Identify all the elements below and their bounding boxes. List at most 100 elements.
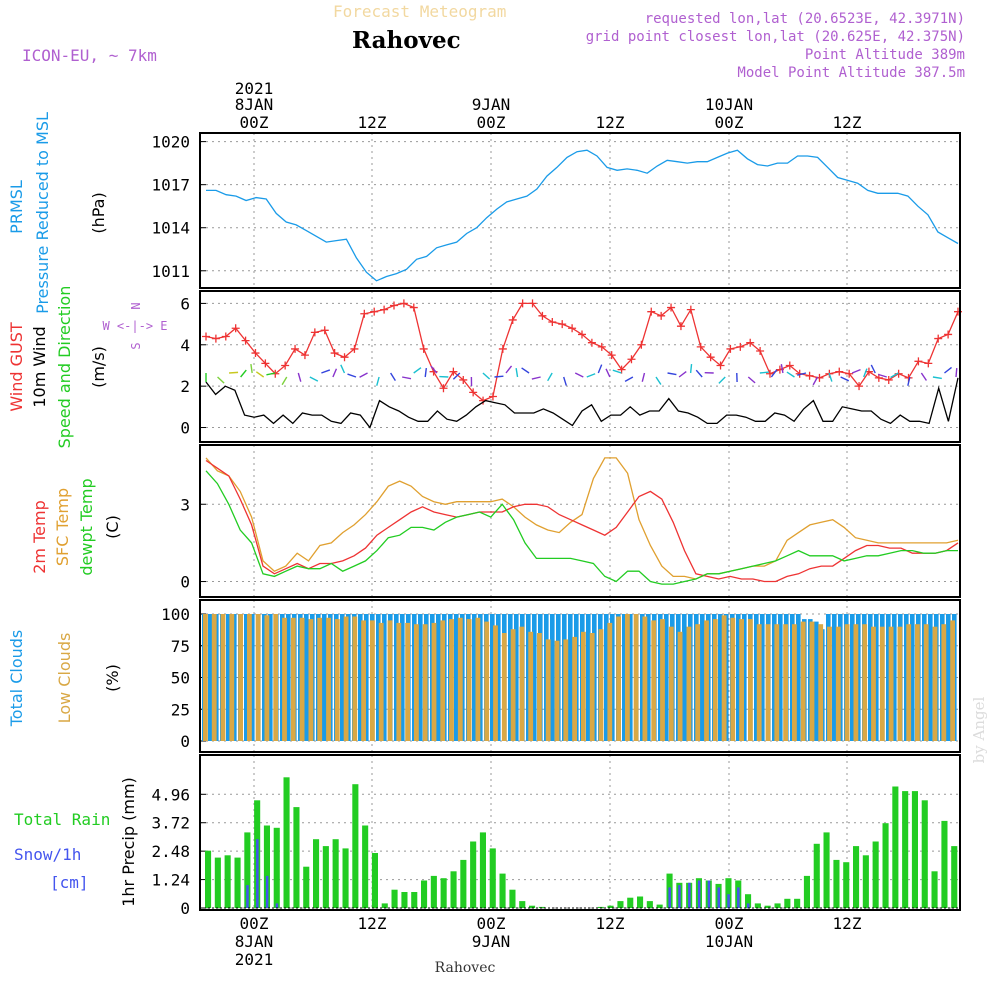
rain-bar xyxy=(646,901,653,908)
rain-bar xyxy=(234,857,241,908)
total-cloud-bar xyxy=(682,614,687,741)
gust-point xyxy=(706,353,715,362)
wind-dir-arrow xyxy=(547,372,553,382)
total-cloud-bar xyxy=(418,614,423,741)
gust-point xyxy=(350,344,359,353)
gust-point xyxy=(914,357,923,366)
gust-point xyxy=(310,328,319,337)
gust-point xyxy=(746,338,755,347)
rain-bar xyxy=(813,843,820,908)
snow-bar xyxy=(707,880,711,908)
rain-bar xyxy=(470,841,477,908)
wind-dir-arrow xyxy=(812,376,819,386)
rain-bar xyxy=(931,871,938,908)
gust-point xyxy=(578,330,586,339)
rain-bar xyxy=(489,848,496,908)
total-cloud-bar xyxy=(394,614,399,741)
gust-point xyxy=(884,375,893,384)
rain-bar xyxy=(617,901,624,908)
rain-bar xyxy=(725,878,732,908)
low-cloud-bar xyxy=(686,626,692,741)
gust-point xyxy=(686,305,695,314)
gust-point xyxy=(399,299,408,308)
compass-north: N xyxy=(129,302,143,309)
gust-point xyxy=(340,353,349,362)
low-cloud-bar xyxy=(554,640,560,741)
rain-bar xyxy=(853,846,860,908)
snow-bar xyxy=(747,903,750,908)
grid-point-coords: grid point closest lon,lat (20.625E, 42.… xyxy=(586,29,965,45)
total-cloud-bar xyxy=(772,614,777,741)
low-cloud-bar xyxy=(642,616,648,741)
low-cloud-bar xyxy=(238,614,243,741)
wind-dir-arrow xyxy=(376,376,380,386)
gust-point xyxy=(835,367,844,376)
bottom-date-9jan: 9JAN xyxy=(472,932,511,951)
p2-title-wind: 10m Wind xyxy=(30,326,49,407)
wind-dir-arrow xyxy=(452,372,461,380)
low-cloud-bar xyxy=(545,639,551,741)
low-cloud-bar xyxy=(809,621,815,741)
total-cloud-bar xyxy=(340,614,345,741)
gust-point xyxy=(726,344,735,353)
low-cloud-bar xyxy=(352,616,358,741)
gust-point xyxy=(855,382,864,391)
model-altitude: Model Point Altitude 387.5m xyxy=(737,65,965,81)
rain-bar xyxy=(764,905,771,908)
dewpoint-line xyxy=(205,470,958,585)
gust-point xyxy=(320,326,329,335)
rain-bar xyxy=(411,892,418,908)
wind-line xyxy=(205,377,959,429)
wind-dir-arrow xyxy=(797,372,807,376)
wind-dir-arrow xyxy=(759,371,769,374)
gust-point xyxy=(637,340,646,349)
total-cloud-bar xyxy=(232,614,237,741)
rain-bar xyxy=(823,832,830,908)
low-cloud-bar xyxy=(449,619,454,741)
snow-bar xyxy=(717,887,720,908)
total-cloud-bar xyxy=(586,614,591,741)
low-cloud-bar xyxy=(879,626,885,741)
gust-point xyxy=(231,324,240,333)
wind-dir-arrow xyxy=(612,369,622,374)
wind-dir-arrow xyxy=(840,376,850,382)
wind-dir-arrow xyxy=(255,371,265,378)
low-cloud-bar xyxy=(528,631,534,741)
low-cloud-bar xyxy=(721,615,727,741)
bottom-tick-5: 12Z xyxy=(833,914,862,933)
wind-dir-arrow xyxy=(217,376,225,384)
wind-dir-arrow xyxy=(340,364,346,374)
gust-point xyxy=(944,330,953,339)
gust-point xyxy=(934,334,943,343)
low-cloud-bar xyxy=(378,622,384,741)
wind-dir-arrow xyxy=(605,368,611,378)
total-cloud-bar xyxy=(778,614,783,741)
gust-point xyxy=(488,392,497,401)
p5-title-snow: Snow/1h xyxy=(14,845,81,864)
total-cloud-bar xyxy=(640,614,645,741)
gust-point xyxy=(508,315,517,324)
rain-bar xyxy=(273,827,280,908)
gust-point xyxy=(568,324,577,333)
snow-bar xyxy=(256,839,259,908)
total-cloud-bar xyxy=(910,614,915,741)
rain-bar xyxy=(460,859,467,908)
low-cloud-bar xyxy=(255,614,261,741)
gust-point xyxy=(390,301,398,310)
p4-ytick-3: 25 xyxy=(171,700,190,719)
wind-dir-arrow xyxy=(890,372,899,379)
footer-place: Rahovec xyxy=(435,960,496,976)
low-cloud-bar xyxy=(651,620,657,741)
p2-ytick-2: 2 xyxy=(180,377,190,396)
total-cloud-bar xyxy=(568,614,573,741)
wind-dir-arrow xyxy=(390,372,396,382)
gust-point xyxy=(617,365,626,374)
rain-bar xyxy=(627,897,634,908)
gust-point xyxy=(330,349,339,358)
rain-bar xyxy=(803,875,810,908)
p1-title-a: PRMSL xyxy=(7,180,26,234)
wind-dir-arrow xyxy=(521,367,530,374)
p3-title-2m: 2m Temp xyxy=(30,500,49,574)
gust-point xyxy=(667,303,676,312)
gust-point xyxy=(300,351,309,360)
